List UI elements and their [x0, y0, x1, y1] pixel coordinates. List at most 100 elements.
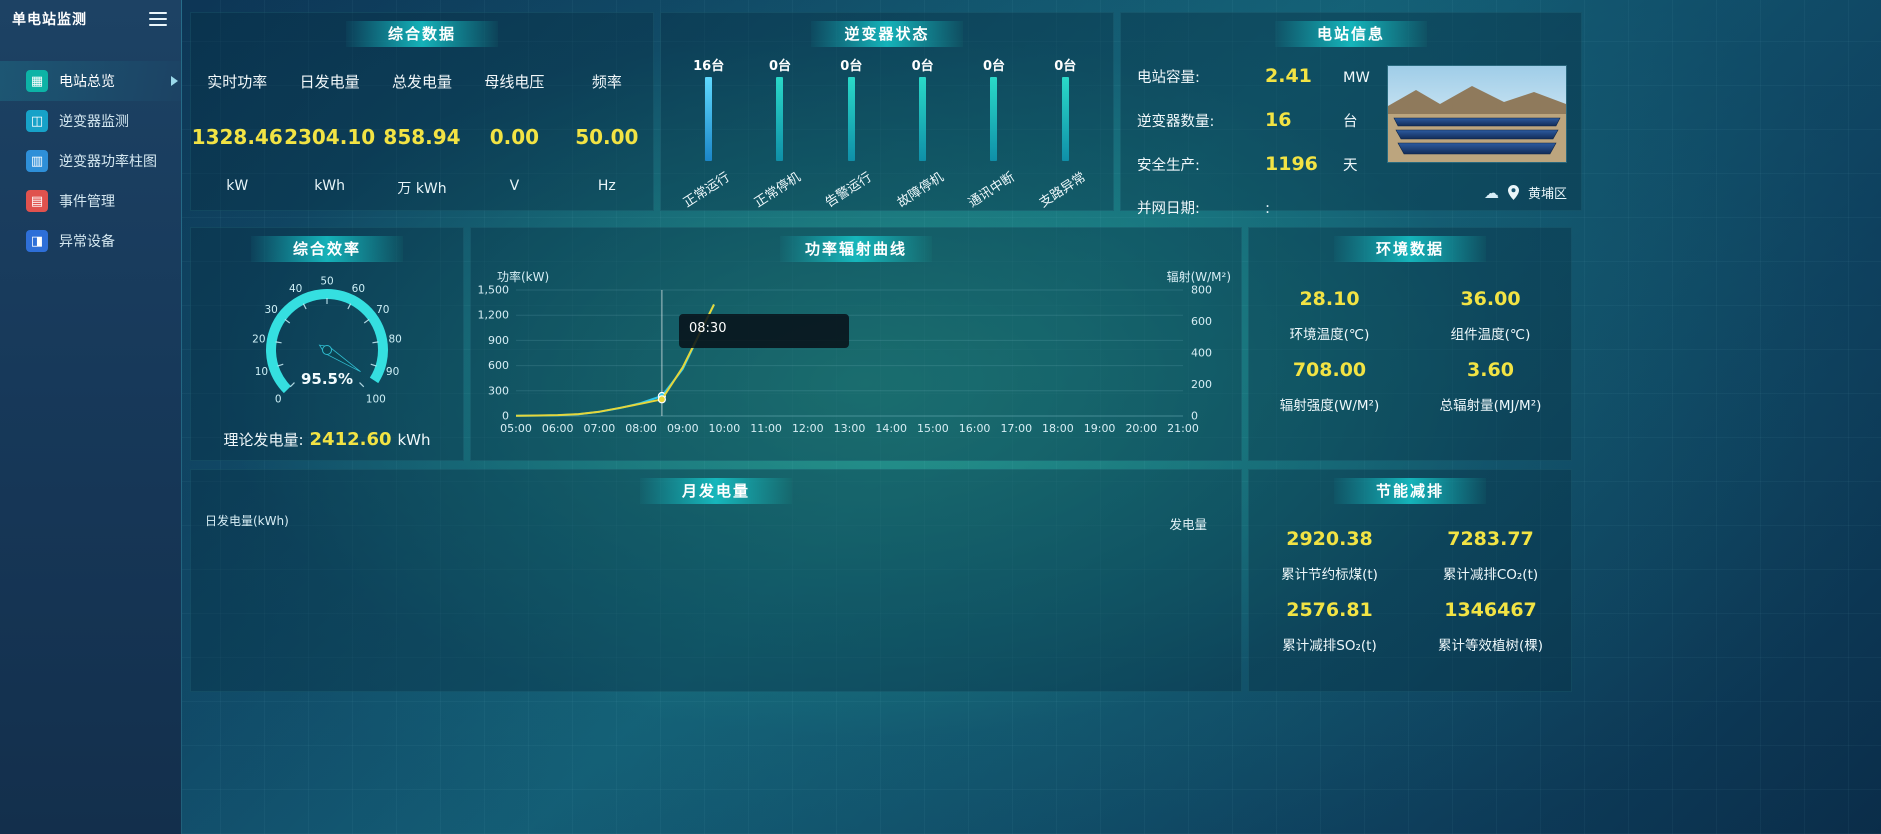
metric-label: 环境温度(℃)	[1289, 327, 1370, 343]
sidebar-item-label: 事件管理	[59, 194, 115, 210]
sidebar-menu: ▦ 电站总览 ◫ 逆变器监测 ▥ 逆变器功率柱图 ▤ 事件管理 ◨ 异常设备	[0, 61, 181, 261]
app-title: 单电站监测	[12, 12, 87, 28]
inverter-count: 0台	[840, 59, 863, 74]
metric-cell: 2576.81 累计减排SO₂(t)	[1249, 599, 1410, 654]
inverter-status-bar	[776, 77, 784, 161]
station-info-unit: 台	[1343, 114, 1358, 130]
metric-label: 总辐射量(MJ/M²)	[1439, 398, 1542, 414]
gauge-progress-arc	[266, 289, 388, 394]
sidebar: 单电站监测 ▦ 电站总览 ◫ 逆变器监测 ▥ 逆变器功率柱图 ▤ 事件管理 ◨ 异常设备	[0, 0, 182, 834]
location-pin-icon	[1507, 185, 1519, 200]
gauge-value-label: 95.5%	[301, 370, 353, 388]
panel-title-efficiency: 综合效率	[251, 236, 403, 262]
metric-value: 50.00	[575, 125, 639, 149]
x-axis-tick-label: 17:00	[1000, 422, 1032, 435]
metric-label: 频率	[591, 73, 622, 91]
right-axis-name: 辐射(W/M²)	[1166, 270, 1231, 284]
metric-value: 7283.77	[1447, 528, 1534, 550]
bar-chart-legend[interactable]: 发电量	[1145, 514, 1207, 533]
inverter-status-item: 0台 故障停机	[887, 55, 958, 211]
station-overview-icon: ▦	[26, 70, 48, 92]
gauge-tick-label: 90	[386, 366, 399, 378]
gauge-hub	[322, 345, 332, 355]
sidebar-item-inverter-monitoring[interactable]: ◫ 逆变器监测	[0, 101, 181, 141]
radiation-line[interactable]	[515, 304, 715, 417]
x-axis-tick-label: 09:00	[667, 422, 699, 435]
summary-metric: 频率 50.00 Hz	[561, 47, 653, 198]
inverter-count: 0台	[911, 59, 934, 74]
metric-cell: 1346467 累计等效植树(棵)	[1410, 599, 1571, 654]
x-axis-tick-label: 08:00	[625, 422, 657, 435]
inverter-count: 16台	[693, 59, 725, 74]
left-axis-tick-label: 1,200	[478, 309, 510, 322]
station-info-row: 电站容量: 2.41 MW	[1137, 65, 1397, 93]
gauge-tick	[363, 318, 370, 324]
gauge-tick-label: 10	[255, 366, 268, 378]
panel-title-summary: 综合数据	[346, 21, 498, 47]
inverter-status-bar	[990, 77, 998, 161]
x-axis-tick-label: 21:00	[1167, 422, 1199, 435]
station-location: ☁ 黄埔区	[1483, 183, 1567, 203]
panel-title-environment: 环境数据	[1334, 236, 1486, 262]
sidebar-item-event-management[interactable]: ▤ 事件管理	[0, 181, 181, 221]
panel-title-energy-saving: 节能减排	[1334, 478, 1486, 504]
power-radiation-chart[interactable]: 0 300 600 900 1,200 1,500 0 200 400 600 800 05:00 06…	[471, 228, 1241, 460]
metric-cell: 7283.77 累计减排CO₂(t)	[1410, 528, 1571, 583]
x-axis-tick-label: 10:00	[709, 422, 741, 435]
panel-station-info: 电站信息 电站容量: 2.41 MW 逆变器数量: 16 台安全生产: 1196 天并网日期:…	[1120, 12, 1582, 217]
inverter-status-item: 0台 正常停机	[744, 55, 815, 211]
metric-label: 累计节约标煤(t)	[1281, 567, 1378, 583]
metric-value: 2920.38	[1286, 528, 1373, 550]
station-info-value: :	[1265, 199, 1271, 217]
sidebar-item-label: 异常设备	[59, 234, 115, 250]
gauge-tick-label: 80	[388, 334, 401, 346]
metric-value: 858.94	[383, 125, 461, 149]
gauge-tick	[347, 303, 352, 310]
inverter-status-bar	[1061, 77, 1069, 161]
station-info-row: 安全生产: 1196 天	[1137, 153, 1397, 181]
sidebar-item-abnormal-devices[interactable]: ◨ 异常设备	[0, 221, 181, 261]
x-axis-tick-label: 11:00	[750, 422, 782, 435]
gauge-tick-label: 20	[252, 334, 265, 346]
sidebar-item-inverter-power-bars[interactable]: ▥ 逆变器功率柱图	[0, 141, 181, 181]
inverter-count: 0台	[768, 59, 791, 74]
panel-efficiency: 综合效率 0 10 20 30 40 50 60 70 80 90 100 95.5% 理论发电量: 2…	[190, 227, 464, 461]
x-axis-tick-label: 14:00	[875, 422, 907, 435]
inverter-monitoring-icon: ◫	[26, 110, 48, 132]
energy-saving-metrics: 2920.38 累计节约标煤(t) 7283.77 累计减排CO₂(t) 2576.81…	[1249, 528, 1571, 654]
left-axis-tick-label: 0	[502, 410, 509, 423]
station-info-unit: MW	[1343, 70, 1370, 86]
monthly-generation-chart[interactable]	[191, 470, 1241, 691]
metric-label: 辐射强度(W/M²)	[1279, 398, 1380, 414]
weather-cloud-icon: ☁	[1483, 183, 1499, 202]
metric-unit: Hz	[597, 178, 616, 194]
inverter-status-bar	[847, 77, 855, 161]
gauge-tick	[284, 318, 291, 324]
metric-unit: kW	[226, 178, 249, 194]
generation-legend-label: 发电量	[1169, 517, 1207, 532]
right-axis-tick-label: 0	[1191, 410, 1198, 423]
x-axis-tick-label: 18:00	[1042, 422, 1074, 435]
left-axis-tick-label: 600	[488, 359, 509, 372]
gauge-tick	[277, 363, 284, 367]
inverter-status-bar	[919, 77, 927, 161]
environment-metrics: 28.10 环境温度(℃) 36.00 组件温度(℃) 708.00 辐射强度(W/M²)…	[1249, 288, 1571, 414]
gauge-tick-label: 50	[320, 276, 333, 288]
right-axis-tick-label: 200	[1191, 378, 1212, 391]
sidebar-header: 单电站监测	[0, 0, 181, 35]
chart-tooltip: 08:30	[679, 314, 849, 348]
x-axis-tick-label: 16:00	[959, 422, 991, 435]
hover-marker	[657, 395, 666, 404]
metric-unit: 万 kWh	[397, 181, 447, 197]
station-info-label: 逆变器数量:	[1137, 114, 1215, 130]
metric-label: 累计减排CO₂(t)	[1442, 567, 1539, 583]
metric-label: 组件温度(℃)	[1450, 327, 1531, 343]
right-axis-tick-label: 800	[1191, 284, 1212, 297]
inverter-status-label: 支路异常	[1037, 169, 1089, 211]
sidebar-item-station-overview[interactable]: ▦ 电站总览	[0, 61, 181, 101]
x-axis-tick-label: 06:00	[542, 422, 574, 435]
inverter-status-label: 正常运行	[680, 169, 733, 211]
panel-environment-data: 环境数据 28.10 环境温度(℃) 36.00 组件温度(℃) 708.00 辐射强度(…	[1248, 227, 1572, 461]
inverter-count: 0台	[982, 59, 1005, 74]
hamburger-menu-icon[interactable]	[147, 9, 169, 29]
